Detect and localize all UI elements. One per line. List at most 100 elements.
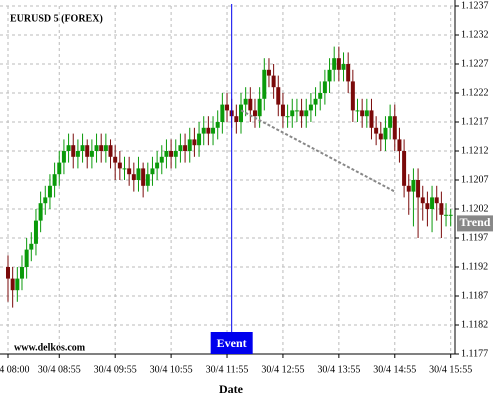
x-tick-label: 30/4 10:55 — [150, 364, 193, 375]
x-tick-label: 30/4 14:55 — [373, 364, 416, 375]
candle-body — [145, 174, 150, 186]
candle-body — [155, 162, 160, 169]
y-tick-label: 1.1232 — [461, 29, 489, 40]
candle-body — [355, 110, 360, 112]
y-tick-label: 1.1217 — [461, 116, 489, 127]
candle-body — [411, 180, 416, 192]
candle-body — [66, 145, 71, 151]
candle-body — [444, 214, 449, 216]
candle-body — [57, 162, 62, 175]
candle-body — [215, 122, 220, 128]
candle-body — [252, 110, 257, 117]
candle-body — [187, 139, 192, 151]
candle-body — [439, 203, 444, 215]
x-tick-label: 30/4 09:55 — [94, 364, 137, 375]
candle-body — [164, 151, 169, 157]
candle-body — [201, 127, 206, 134]
candle-body — [131, 174, 136, 180]
candle-body — [43, 197, 48, 204]
candle-body — [197, 133, 202, 146]
y-tick-label: 1.1182 — [461, 319, 488, 330]
x-tick-label: 30/4 08:00 — [0, 364, 30, 375]
trend-line — [240, 109, 396, 193]
candle-body — [378, 133, 383, 140]
y-tick-label: 1.1187 — [461, 290, 488, 301]
candle-body — [397, 139, 402, 151]
candle-body — [211, 127, 216, 134]
candle-body — [94, 145, 99, 151]
y-tick-label: 1.1237 — [461, 0, 489, 11]
candle-body — [299, 110, 304, 117]
candle-body — [113, 156, 118, 163]
candle-body — [332, 58, 337, 70]
candle-body — [38, 203, 43, 221]
candle-body — [80, 145, 85, 151]
x-axis-label: Date — [219, 382, 244, 396]
candle-body — [89, 151, 94, 157]
candle-body — [318, 93, 323, 99]
candle-body — [234, 116, 239, 122]
candle-body — [122, 168, 127, 170]
candle-body — [402, 151, 407, 186]
candle-body — [99, 145, 104, 151]
candle-body — [313, 98, 318, 105]
candle-body — [294, 110, 299, 112]
y-tick-label: 1.1222 — [461, 87, 489, 98]
candle-body — [336, 58, 341, 70]
candle-body — [150, 168, 155, 175]
trend-label: Trend — [460, 215, 491, 229]
y-tick-label: 1.1212 — [461, 145, 489, 156]
x-tick-label: 30/4 08:55 — [38, 364, 81, 375]
candle-body — [392, 116, 397, 140]
candle-body — [24, 249, 29, 267]
candle-body — [416, 180, 421, 198]
y-tick-label: 1.1207 — [461, 174, 489, 185]
candle-body — [15, 278, 20, 291]
candle-body — [266, 69, 271, 76]
x-tick-label: 30/4 11:55 — [206, 364, 249, 375]
candle-body — [360, 110, 365, 117]
candle-body — [159, 156, 164, 163]
candle-body — [304, 110, 309, 117]
candle-body — [425, 203, 430, 209]
candle-body — [206, 127, 211, 134]
candle-body — [448, 214, 453, 216]
candle-body — [108, 145, 113, 157]
candle-body — [430, 197, 435, 209]
candle-body — [322, 81, 327, 93]
candle-body — [350, 81, 355, 111]
y-tick-label: 1.1197 — [461, 232, 488, 243]
candle-body — [364, 110, 369, 117]
candle-body — [374, 127, 379, 134]
candle-body — [169, 151, 174, 157]
candle-body — [383, 127, 388, 140]
candle-body — [19, 267, 24, 279]
y-tick-label: 1.1202 — [461, 203, 489, 214]
x-tick-label: 30/4 15:55 — [429, 364, 472, 375]
candle-body — [75, 151, 80, 157]
chart-title: EURUSD 5 (FOREX) — [10, 13, 103, 24]
candle-body — [406, 185, 411, 192]
candle-body — [280, 104, 285, 117]
candle-body — [327, 69, 332, 82]
candle-body — [388, 116, 393, 128]
candle-body — [29, 243, 34, 250]
candle-body — [183, 145, 188, 151]
candle-body — [285, 116, 290, 118]
candle-body — [127, 168, 132, 175]
event-label: Event — [217, 336, 247, 350]
candle-body — [6, 267, 10, 279]
candle-body — [85, 145, 90, 157]
candle-body — [290, 110, 295, 117]
candle-body — [136, 168, 141, 180]
candle-body — [434, 197, 439, 204]
candle-body — [369, 110, 374, 128]
candle-body — [10, 278, 15, 291]
candle-body — [61, 151, 66, 163]
event-box — [210, 332, 253, 354]
y-tick-label: 1.1177 — [461, 348, 488, 359]
candle-body — [308, 104, 313, 111]
candle-body — [248, 98, 253, 111]
candle-body — [47, 185, 52, 198]
